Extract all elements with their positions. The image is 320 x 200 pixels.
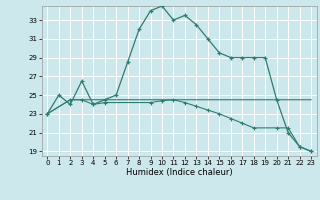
X-axis label: Humidex (Indice chaleur): Humidex (Indice chaleur) xyxy=(126,168,233,177)
